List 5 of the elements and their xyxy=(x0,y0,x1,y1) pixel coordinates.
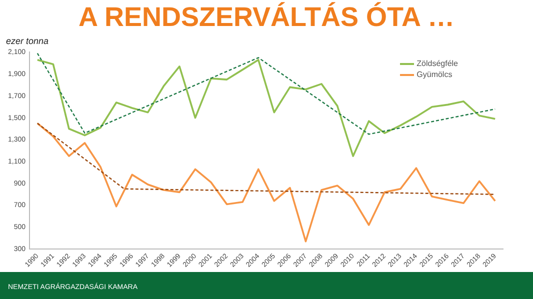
legend-label: Zöldségféle xyxy=(416,59,458,68)
y-axis-title: ezer tonna xyxy=(6,36,49,46)
line-series xyxy=(36,52,496,135)
chart-title: A RENDSZERVÁLTÁS ÓTA … xyxy=(77,2,456,33)
legend-label: Gyümölcs xyxy=(416,70,452,80)
